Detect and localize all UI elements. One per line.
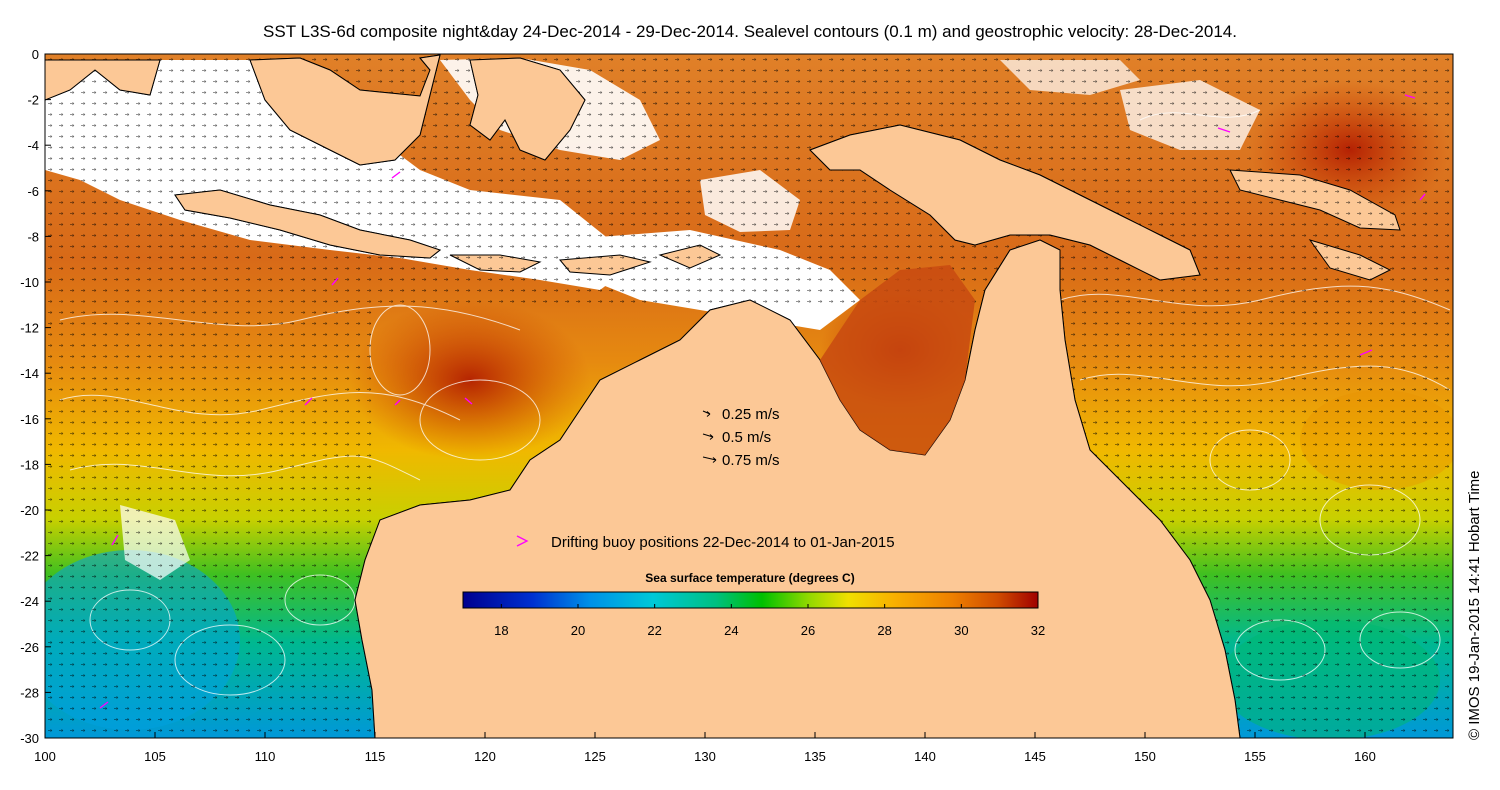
- x-axis: 100 105 110 115 120 125 130 135 140 145 150 155 160: [34, 732, 1376, 764]
- colorbar-title: Sea surface temperature (degrees C): [645, 571, 854, 585]
- figure-title: SST L3S-6d composite night&day 24-Dec-20…: [263, 22, 1237, 41]
- x-tick-label: 150: [1134, 749, 1156, 764]
- velocity-legend-label: 0.5 m/s: [722, 429, 771, 446]
- x-tick-label: 135: [804, 749, 826, 764]
- x-tick-label: 155: [1244, 749, 1266, 764]
- credit-text: © IMOS 19-Jan-2015 14:41 Hobart Time: [1466, 470, 1483, 740]
- colorbar-tick-label: 20: [571, 623, 585, 638]
- y-tick-label: -8: [27, 229, 39, 244]
- velocity-arrow-icon: [702, 433, 714, 440]
- buoy-marker-icon: [516, 535, 529, 547]
- colorbar-tick-label: 32: [1031, 623, 1045, 638]
- x-tick-label: 160: [1354, 749, 1376, 764]
- colorbar-tick-label: 24: [724, 623, 738, 638]
- sst-field: [45, 54, 1453, 738]
- colorbar-tick-label: 26: [801, 623, 815, 638]
- x-tick-label: 110: [255, 749, 276, 764]
- y-tick-label: -10: [20, 275, 39, 290]
- y-tick-label: -18: [20, 457, 39, 472]
- y-tick-label: -6: [27, 184, 39, 199]
- colorbar: Sea surface temperature (degrees C) 18 20…: [462, 571, 1045, 638]
- velocity-arrow-icon: [702, 456, 717, 463]
- y-tick-label: -14: [20, 366, 39, 381]
- x-tick-label: 145: [1024, 749, 1046, 764]
- y-tick-label: -16: [20, 412, 39, 427]
- y-tick-label: -24: [20, 594, 39, 609]
- x-tick-label: 105: [144, 749, 166, 764]
- y-tick-label: -4: [27, 138, 39, 153]
- velocity-arrow-icon: [702, 410, 711, 417]
- buoy-tracks: [99, 94, 1426, 709]
- x-tick-label: 125: [584, 749, 606, 764]
- colorbar-gradient: [462, 591, 1039, 609]
- velocity-legend: 0.25 m/s 0.5 m/s 0.75 m/s: [702, 406, 780, 469]
- y-tick-label: -22: [20, 549, 39, 564]
- colorbar-tick-label: 22: [647, 623, 661, 638]
- velocity-legend-label: 0.25 m/s: [722, 406, 780, 423]
- x-tick-label: 120: [474, 749, 496, 764]
- velocity-legend-label: 0.75 m/s: [722, 452, 780, 469]
- buoy-legend-label: Drifting buoy positions 22-Dec-2014 to 0…: [551, 534, 895, 551]
- y-tick-label: -26: [20, 640, 39, 655]
- x-tick-label: 100: [34, 749, 56, 764]
- y-tick-label: 0: [32, 47, 39, 62]
- y-tick-label: -30: [20, 731, 39, 746]
- colorbar-tick-label: 18: [494, 623, 508, 638]
- x-tick-label: 115: [365, 749, 386, 764]
- gulf-of-carpentaria: [820, 265, 975, 455]
- y-axis: 0 -2 -4 -6 -8 -10 -12 -14 -16 -18 -20 -22 -24 -26 -28 -…: [20, 47, 51, 746]
- land-overlay: [45, 54, 1241, 738]
- y-tick-label: -28: [20, 685, 39, 700]
- x-tick-label: 140: [914, 749, 936, 764]
- y-tick-label: -2: [27, 93, 39, 108]
- plot-frame: [44, 53, 1454, 739]
- colorbar-tick-label: 28: [877, 623, 891, 638]
- colorbar-ticks: 18 20 22 24 26 28 30 32: [494, 604, 1045, 638]
- buoy-legend: Drifting buoy positions 22-Dec-2014 to 0…: [516, 534, 895, 551]
- y-tick-label: -20: [20, 503, 39, 518]
- y-tick-label: -12: [20, 321, 39, 336]
- colorbar-tick-label: 30: [954, 623, 968, 638]
- x-tick-label: 130: [694, 749, 716, 764]
